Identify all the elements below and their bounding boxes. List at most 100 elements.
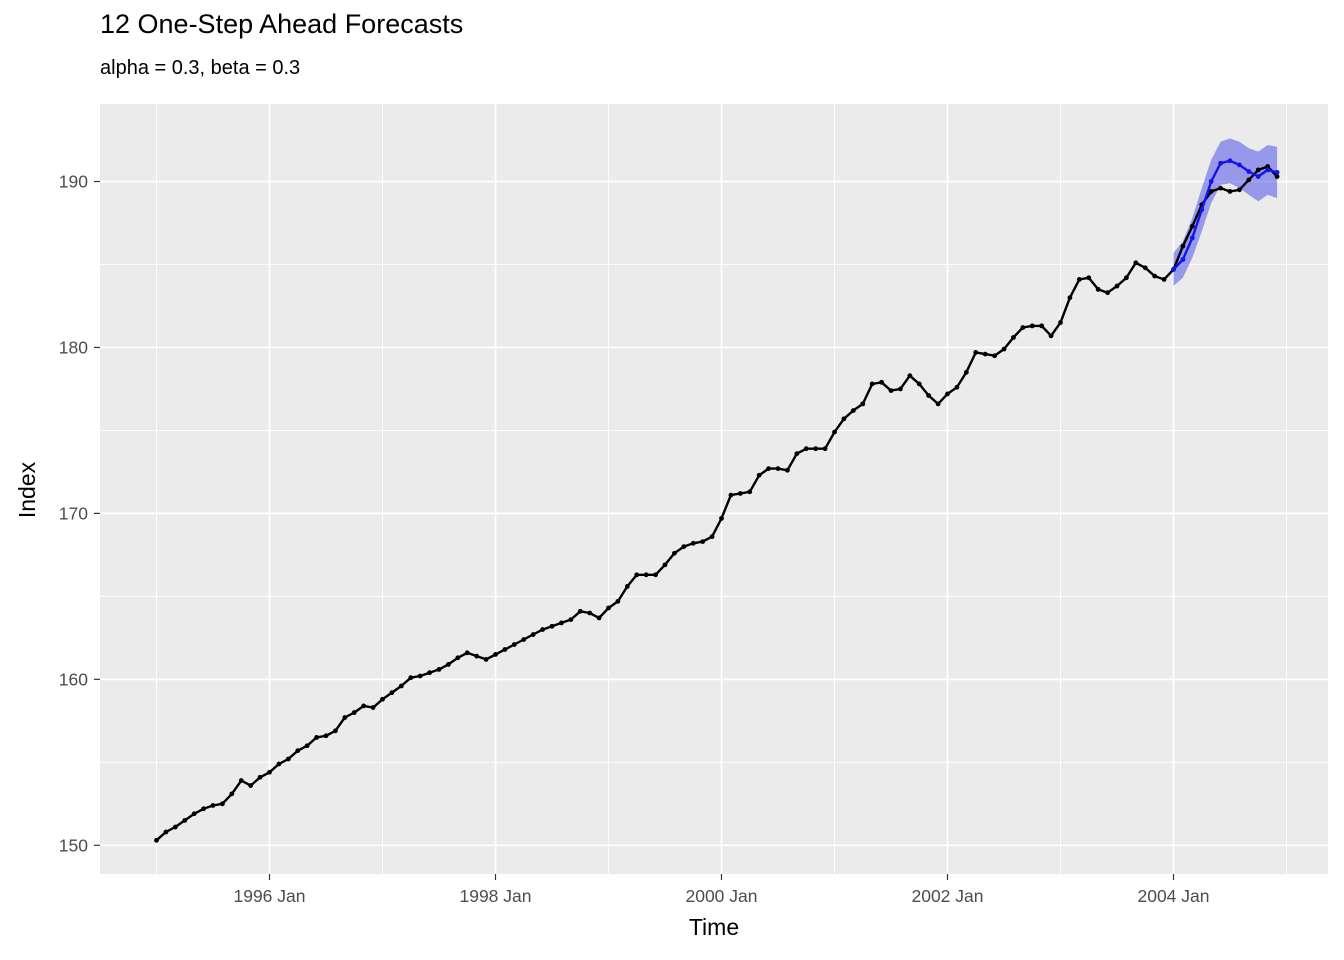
observed-point bbox=[700, 539, 706, 545]
observed-point bbox=[220, 801, 225, 807]
observed-point bbox=[1011, 335, 1016, 340]
observed-point bbox=[898, 386, 903, 392]
observed-point bbox=[822, 446, 828, 452]
observed-point bbox=[521, 637, 527, 642]
observed-point bbox=[568, 617, 574, 623]
x-tick-label: 1998 Jan bbox=[459, 886, 531, 906]
observed-point bbox=[229, 791, 235, 797]
observed-point bbox=[1274, 174, 1280, 179]
observed-point bbox=[1218, 185, 1223, 191]
observed-point bbox=[756, 472, 762, 478]
observed-point bbox=[464, 650, 470, 656]
observed-point bbox=[982, 351, 988, 357]
observed-point bbox=[869, 381, 875, 387]
observed-point bbox=[1246, 177, 1252, 183]
observed-point bbox=[493, 652, 498, 657]
observed-point bbox=[370, 705, 376, 710]
y-tick-label: 170 bbox=[59, 503, 88, 523]
observed-point bbox=[417, 673, 423, 679]
forecast-point bbox=[1246, 169, 1252, 174]
x-axis-title: Time bbox=[688, 914, 740, 940]
observed-point bbox=[436, 666, 442, 672]
observed-point bbox=[342, 715, 348, 720]
y-tick-label: 150 bbox=[59, 835, 88, 855]
observed-point bbox=[709, 534, 715, 540]
observed-point bbox=[502, 647, 508, 652]
observed-point bbox=[719, 515, 724, 521]
forecast-point bbox=[1265, 167, 1271, 173]
observed-point bbox=[1180, 243, 1186, 249]
observed-point bbox=[577, 608, 583, 614]
observed-point bbox=[154, 837, 159, 843]
y-tick-label: 180 bbox=[59, 337, 88, 357]
observed-point bbox=[624, 584, 630, 589]
observed-point bbox=[681, 544, 687, 549]
observed-point bbox=[351, 710, 357, 715]
x-tick-label: 1996 Jan bbox=[233, 886, 305, 906]
observed-point bbox=[907, 373, 913, 379]
chart-title: 12 One-Step Ahead Forecasts bbox=[100, 9, 464, 39]
x-tick-label: 2004 Jan bbox=[1137, 886, 1209, 906]
observed-point bbox=[1086, 275, 1092, 281]
observed-point bbox=[1208, 189, 1214, 194]
observed-point bbox=[182, 818, 188, 823]
observed-point bbox=[634, 572, 640, 578]
plot-panel bbox=[100, 104, 1328, 874]
observed-point bbox=[248, 783, 254, 788]
forecast-point bbox=[1199, 207, 1205, 213]
observed-point bbox=[587, 610, 593, 616]
observed-point bbox=[1095, 286, 1101, 292]
observed-point bbox=[653, 572, 658, 578]
observed-point bbox=[963, 369, 969, 375]
observed-point bbox=[1105, 290, 1110, 296]
observed-point bbox=[427, 670, 432, 676]
observed-point bbox=[841, 416, 847, 422]
observed-point bbox=[672, 550, 677, 556]
observed-point bbox=[747, 489, 753, 495]
observed-point bbox=[333, 728, 338, 734]
forecast-point bbox=[1255, 174, 1261, 179]
y-tick-label: 190 bbox=[59, 172, 88, 192]
observed-point bbox=[238, 778, 244, 783]
observed-point bbox=[1237, 187, 1242, 193]
observed-point bbox=[1076, 277, 1082, 282]
observed-point bbox=[860, 401, 866, 407]
observed-point bbox=[380, 696, 385, 702]
forecast-point bbox=[1227, 158, 1233, 164]
observed-point bbox=[210, 803, 216, 808]
observed-point bbox=[973, 350, 979, 355]
observed-point bbox=[1067, 295, 1073, 301]
observed-point bbox=[172, 824, 178, 830]
observed-point bbox=[1001, 346, 1007, 352]
observed-point bbox=[267, 769, 272, 775]
observed-point bbox=[540, 627, 545, 632]
y-tick-label: 160 bbox=[59, 669, 88, 689]
observed-point bbox=[408, 675, 414, 681]
forecast-point bbox=[1274, 169, 1280, 175]
observed-point bbox=[954, 384, 960, 390]
observed-point bbox=[1124, 275, 1129, 281]
observed-point bbox=[850, 408, 856, 413]
observed-point bbox=[1189, 223, 1195, 229]
observed-point bbox=[323, 733, 329, 739]
forecast-point bbox=[1237, 162, 1242, 168]
observed-point bbox=[662, 562, 668, 568]
observed-point bbox=[916, 381, 922, 387]
observed-point bbox=[615, 598, 621, 604]
observed-point bbox=[643, 572, 649, 578]
observed-point bbox=[606, 605, 611, 611]
observed-point bbox=[276, 761, 282, 767]
observed-point bbox=[398, 683, 404, 689]
observed-point bbox=[201, 806, 206, 812]
forecast-point bbox=[1171, 267, 1176, 272]
observed-point bbox=[1048, 333, 1054, 339]
observed-point bbox=[803, 446, 809, 452]
observed-point bbox=[1058, 320, 1063, 325]
forecast-point bbox=[1189, 235, 1195, 241]
observed-point bbox=[690, 540, 696, 546]
observed-point bbox=[1255, 167, 1261, 173]
observed-point bbox=[785, 467, 790, 473]
observed-point bbox=[163, 829, 169, 835]
